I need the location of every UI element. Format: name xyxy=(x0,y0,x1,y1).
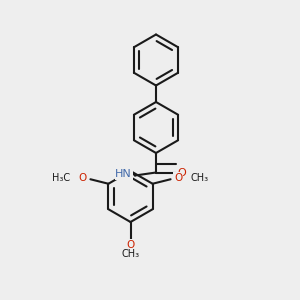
Text: HN: HN xyxy=(115,169,132,179)
Text: CH₃: CH₃ xyxy=(191,173,209,183)
Text: O: O xyxy=(126,239,135,250)
Text: O: O xyxy=(79,173,87,183)
Text: H₃C: H₃C xyxy=(52,173,70,183)
Text: CH₃: CH₃ xyxy=(122,249,140,260)
Text: O: O xyxy=(174,173,182,183)
Text: O: O xyxy=(178,167,187,178)
